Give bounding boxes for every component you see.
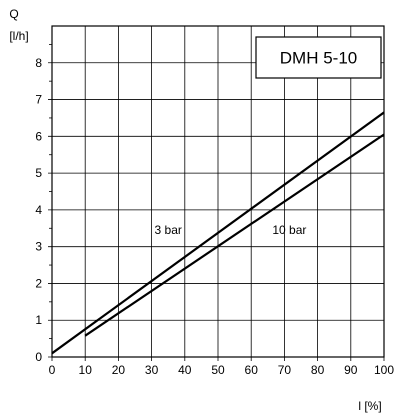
y-tick-label: 4 [35,203,42,217]
x-tick-label: 70 [278,363,292,377]
x-tick-label: 10 [79,363,93,377]
y-axis-title: Q [9,7,18,21]
y-tick-label: 2 [35,276,42,290]
title-box [255,36,382,79]
x-tick-label: 40 [178,363,192,377]
x-tick-label: 100 [374,363,394,377]
y-tick-label: 6 [35,129,42,143]
x-axis-title: l [%] [358,399,381,413]
series-line-3-bar [51,111,385,355]
x-tick-label: 60 [245,363,259,377]
series-label-10-bar: 10 bar [272,223,306,237]
x-tick-label: 30 [145,363,159,377]
chart-title: DMH 5-10 [280,49,357,68]
y-tick-label: 5 [35,166,42,180]
y-tick-label: 7 [35,93,42,107]
series-label-3-bar: 3 bar [155,223,182,237]
x-tick-label: 0 [49,363,56,377]
y-tick-label: 0 [35,350,42,364]
plot-frame [51,25,385,358]
y-tick-labels: 0 1 2 3 4 5 6 7 8 [35,56,42,364]
x-tick-label: 90 [344,363,358,377]
y-tick-label: 8 [35,56,42,70]
x-tick-label: 50 [211,363,225,377]
x-tick-label: 80 [311,363,325,377]
y-tick-label: 3 [35,240,42,254]
y-axis-unit: [l/h] [9,29,28,43]
y-tick-label: 1 [35,313,42,327]
x-tick-labels: 0 10 20 30 40 50 60 70 80 90 100 [49,363,395,377]
series-line-10-bar [84,133,385,337]
series-lines [51,111,385,355]
x-tick-label: 20 [112,363,126,377]
